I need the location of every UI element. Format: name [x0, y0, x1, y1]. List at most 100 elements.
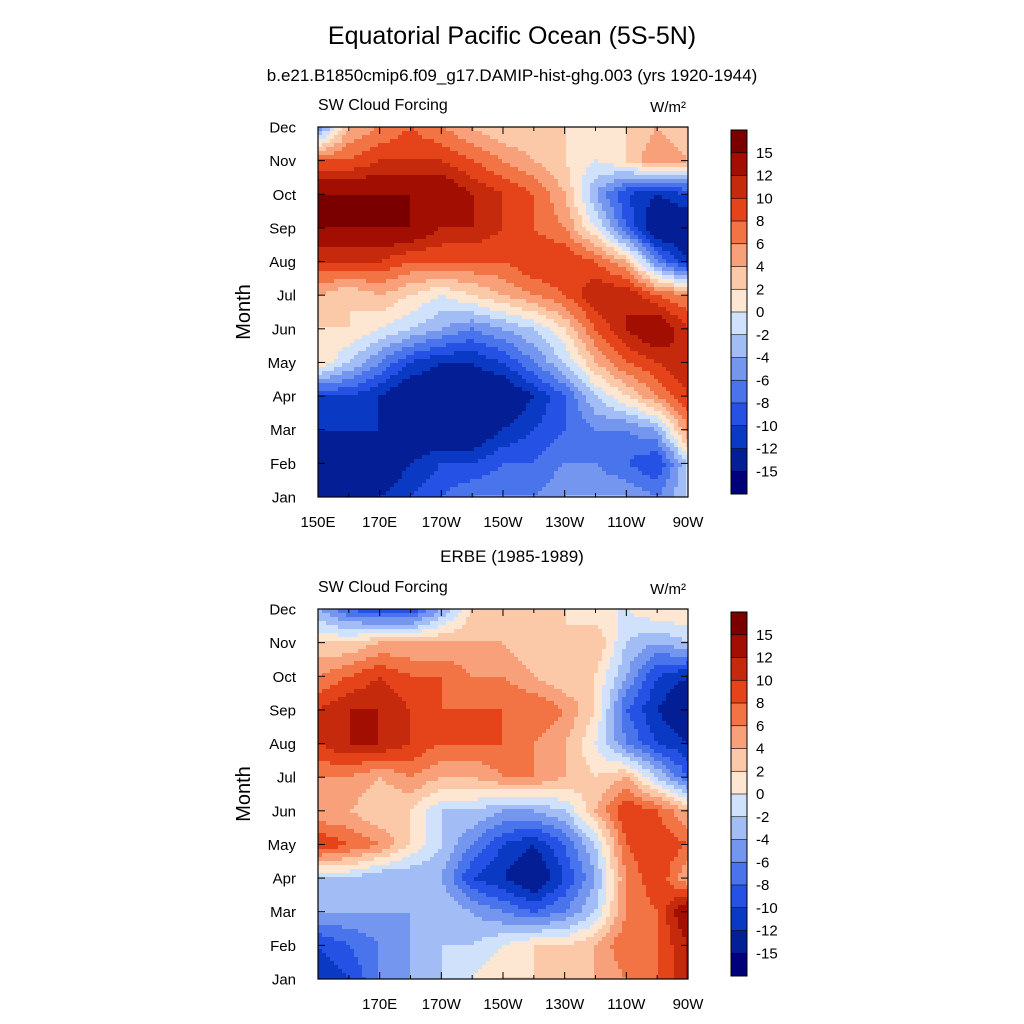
heatmap-cell — [394, 195, 399, 200]
heatmap-cell — [606, 259, 611, 264]
heatmap-cell — [606, 211, 611, 216]
heatmap-cell — [406, 243, 411, 248]
heatmap-cell — [458, 139, 463, 144]
heatmap-cell — [434, 159, 439, 164]
heatmap-cell — [458, 159, 463, 164]
heatmap-cell — [562, 327, 567, 332]
heatmap-cell — [382, 207, 387, 212]
heatmap-cell — [430, 267, 435, 272]
heatmap-cell — [614, 139, 619, 144]
heatmap-cell — [542, 251, 547, 256]
heatmap-cell — [618, 331, 623, 336]
heatmap-cell — [406, 187, 411, 192]
heatmap-cell — [362, 247, 367, 252]
heatmap-cell — [566, 247, 571, 252]
heatmap-cell — [566, 187, 571, 192]
heatmap-cell — [322, 271, 327, 276]
heatmap-cell — [522, 235, 527, 240]
heatmap-cell — [598, 319, 603, 324]
heatmap-cell — [358, 203, 363, 208]
heatmap-cell — [570, 311, 575, 316]
heatmap-cell — [566, 323, 571, 328]
heatmap-cell — [634, 299, 639, 304]
heatmap-cell — [646, 231, 651, 236]
heatmap-cell — [606, 263, 611, 268]
heatmap-cell — [378, 147, 383, 152]
heatmap-cell — [378, 211, 383, 216]
heatmap-cell — [622, 183, 627, 188]
heatmap-cell — [494, 283, 499, 288]
heatmap-cell — [350, 211, 355, 216]
heatmap-cell — [494, 291, 499, 296]
heatmap-cell — [490, 163, 495, 168]
heatmap-cell — [606, 275, 611, 280]
heatmap-cell — [562, 259, 567, 264]
heatmap-cell — [534, 231, 539, 236]
heatmap-cell — [634, 311, 639, 316]
heatmap-cell — [570, 299, 575, 304]
heatmap-cell — [370, 239, 375, 244]
heatmap-cell — [446, 199, 451, 204]
heatmap-cell — [638, 267, 643, 272]
heatmap-cell — [374, 207, 379, 212]
heatmap-cell — [474, 127, 479, 132]
heatmap-cell — [466, 207, 471, 212]
heatmap-cell — [430, 279, 435, 284]
heatmap-cell — [558, 239, 563, 244]
heatmap-cell — [510, 259, 515, 264]
heatmap-cell — [450, 295, 455, 300]
heatmap-cell — [450, 175, 455, 180]
heatmap-cell — [494, 243, 499, 248]
heatmap-cell — [490, 267, 495, 272]
heatmap-cell — [642, 167, 647, 172]
heatmap-cell — [538, 179, 543, 184]
heatmap-cell — [574, 139, 579, 144]
heatmap-cell — [334, 163, 339, 168]
heatmap-cell — [394, 315, 399, 320]
heatmap-cell — [686, 275, 688, 280]
heatmap-cell — [618, 279, 623, 284]
heatmap-cell — [346, 259, 351, 264]
heatmap-cell — [602, 147, 607, 152]
heatmap-cell — [450, 275, 455, 280]
heatmap-cell — [382, 315, 387, 320]
heatmap-cell — [518, 291, 523, 296]
heatmap-cell — [562, 311, 567, 316]
heatmap-cell — [542, 175, 547, 180]
heatmap-cell — [434, 295, 439, 300]
heatmap-cell — [638, 231, 643, 236]
heatmap-cell — [686, 323, 688, 328]
heatmap-cell — [586, 151, 591, 156]
heatmap-cell — [614, 131, 619, 136]
heatmap-cell — [446, 295, 451, 300]
heatmap-cell — [510, 339, 515, 344]
heatmap-cell — [594, 195, 599, 200]
heatmap-cell — [458, 147, 463, 152]
heatmap-cell — [438, 259, 443, 264]
heatmap-cell — [658, 207, 663, 212]
heatmap-cell — [386, 323, 391, 328]
heatmap-cell — [414, 323, 419, 328]
heatmap-cell — [438, 199, 443, 204]
heatmap-cell — [586, 191, 591, 196]
heatmap-cell — [562, 283, 567, 288]
heatmap-cell — [370, 283, 375, 288]
heatmap-cell — [450, 167, 455, 172]
heatmap-cell — [650, 315, 655, 320]
heatmap-cell — [410, 163, 415, 168]
heatmap-cell — [666, 195, 671, 200]
heatmap-cell — [494, 271, 499, 276]
heatmap-cell — [590, 275, 595, 280]
heatmap-cell — [654, 323, 659, 328]
heatmap-cell — [602, 315, 607, 320]
heatmap-cell — [670, 143, 675, 148]
heatmap-cell — [318, 191, 323, 196]
heatmap-cell — [346, 155, 351, 160]
heatmap-cell — [342, 327, 347, 332]
heatmap-cell — [530, 207, 535, 212]
heatmap-cell — [658, 223, 663, 228]
heatmap-cell — [386, 267, 391, 272]
heatmap-cell — [674, 187, 679, 192]
heatmap-cell — [586, 183, 591, 188]
heatmap-cell — [402, 251, 407, 256]
